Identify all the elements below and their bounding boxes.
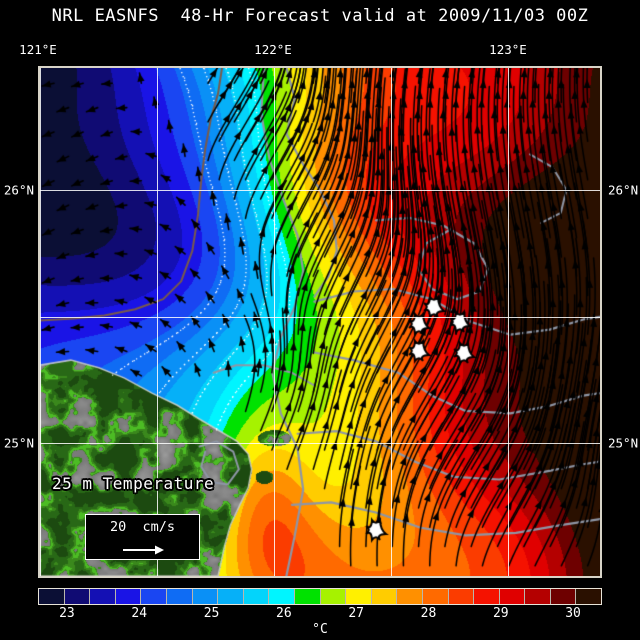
vector-scale-legend: 20 cm/s	[85, 514, 200, 560]
colorbar-cell	[64, 589, 91, 604]
lat-label-25n-right: 25°N	[608, 435, 639, 451]
colorbar-tick-label: 27	[348, 606, 364, 621]
gridline-lon-1215	[157, 68, 158, 576]
colorbar-tick-label: 25	[203, 606, 220, 621]
colorbar-cell	[269, 589, 295, 604]
colorbar-cell	[218, 589, 244, 604]
lat-label-26n-left: 26°N	[3, 182, 34, 198]
colorbar-cell	[397, 589, 423, 604]
arrow-right-icon	[122, 545, 164, 555]
colorbar-tick-label: 24	[131, 606, 148, 621]
gridline-lon-122	[274, 68, 275, 576]
lat-label-26n-right: 26°N	[608, 182, 639, 198]
colorbar-tick-label: 29	[492, 606, 509, 621]
colorbar-cell	[192, 589, 219, 604]
colorbar-cell	[371, 589, 398, 604]
colorbar-tick-label: 23	[59, 606, 75, 621]
page-title: NRL EASNFS 48-Hr Forecast valid at 2009/…	[51, 6, 589, 26]
colorbar-cell	[243, 589, 270, 604]
colorbar-cell	[90, 589, 116, 604]
gridline-lat-26	[40, 190, 600, 191]
colorbar-cell	[39, 589, 65, 604]
colorbar-tick-label: 26	[276, 606, 292, 621]
temperature-colorbar[interactable]	[38, 588, 602, 605]
colorbar-cell	[499, 589, 526, 604]
lat-label-25n-left: 25°N	[3, 435, 34, 451]
gridline-lon-121	[40, 68, 41, 576]
forecast-map[interactable]	[38, 66, 602, 578]
colorbar-cell	[474, 589, 500, 604]
colorbar-units-label: °C	[312, 622, 328, 637]
colorbar-tick-label: 30	[565, 606, 581, 621]
colorbar-cell	[525, 589, 551, 604]
colorbar-cell	[294, 589, 321, 604]
colorbar-cell	[422, 589, 449, 604]
vector-scale-label: 20 cm/s	[109, 519, 176, 535]
colorbar-tick-label: 28	[420, 606, 437, 621]
colorbar-cell	[448, 589, 475, 604]
lon-label-121e: 121°E	[19, 42, 57, 57]
temperature-field-canvas	[40, 68, 600, 576]
gridline-lat-255	[40, 317, 600, 318]
colorbar-cell	[320, 589, 347, 604]
colorbar-cell	[576, 589, 602, 604]
lon-label-123e: 123°E	[489, 42, 527, 57]
colorbar-cell	[346, 589, 372, 604]
colorbar-cell	[141, 589, 167, 604]
gridline-lon-123	[508, 68, 509, 576]
gridline-lon-1225	[391, 68, 392, 576]
colorbar-cell	[166, 589, 193, 604]
colorbar-cell	[115, 589, 142, 604]
map-caption: 25 m Temperature	[52, 474, 215, 493]
lon-label-122e: 122°E	[254, 42, 292, 57]
gridline-lat-25	[40, 443, 600, 444]
colorbar-cell	[550, 589, 577, 604]
